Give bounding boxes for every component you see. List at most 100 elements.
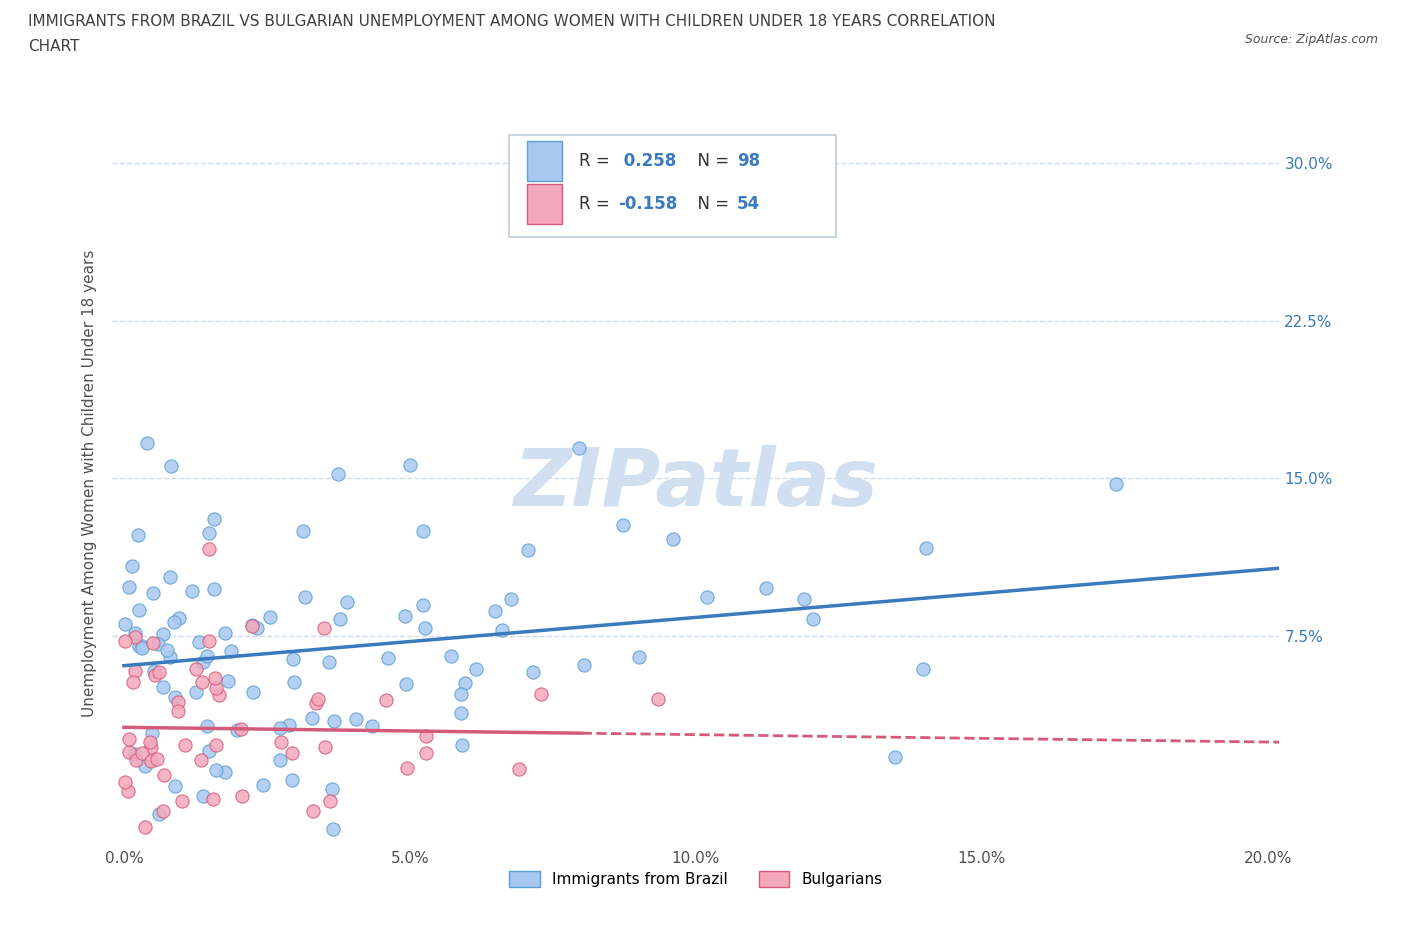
Point [121, 559, 143, 574]
Point [152, 804, 174, 818]
Point [568, 441, 591, 456]
Point [124, 626, 146, 641]
Point [647, 692, 669, 707]
Point [190, 753, 212, 768]
Point [454, 676, 477, 691]
Point [117, 784, 139, 799]
Point [136, 436, 159, 451]
Text: CHART: CHART [28, 39, 80, 54]
Point [167, 695, 190, 710]
Point [163, 689, 186, 704]
Point [173, 738, 195, 753]
Point [142, 664, 165, 679]
Point [114, 775, 136, 790]
Point [217, 673, 239, 688]
Point [793, 591, 815, 606]
Point [305, 695, 328, 710]
Point [198, 525, 221, 540]
Point [170, 793, 193, 808]
Point [152, 627, 174, 642]
Point [118, 579, 141, 594]
Point [139, 734, 162, 749]
Point [516, 542, 538, 557]
Point [415, 746, 437, 761]
Point [205, 737, 228, 752]
Point [413, 620, 436, 635]
Point [291, 524, 314, 538]
Point [484, 604, 506, 618]
Point [628, 650, 651, 665]
Point [440, 648, 463, 663]
Point [377, 651, 399, 666]
Point [229, 722, 252, 737]
Point [242, 684, 264, 699]
Point [191, 655, 214, 670]
Point [195, 649, 218, 664]
Point [148, 664, 170, 679]
Point [312, 621, 335, 636]
Point [412, 597, 434, 612]
Point [394, 608, 416, 623]
Point [198, 634, 221, 649]
Point [198, 542, 221, 557]
Point [187, 849, 209, 864]
Point [283, 674, 305, 689]
Point [124, 663, 146, 678]
Point [395, 761, 418, 776]
Point [464, 661, 486, 676]
Point [141, 754, 163, 769]
Point [491, 622, 513, 637]
Point [297, 849, 319, 864]
Point [240, 618, 263, 633]
Point [914, 540, 936, 555]
Point [344, 712, 367, 727]
Point [612, 518, 634, 533]
Point [214, 764, 236, 779]
Point [314, 739, 336, 754]
Legend: Immigrants from Brazil, Bulgarians: Immigrants from Brazil, Bulgarians [503, 865, 889, 893]
Point [124, 752, 146, 767]
Text: N =: N = [686, 195, 734, 213]
Point [131, 745, 153, 760]
Point [225, 723, 247, 737]
Point [395, 677, 418, 692]
Point [450, 686, 472, 701]
Point [159, 650, 181, 665]
Point [202, 791, 225, 806]
Point [156, 643, 179, 658]
Point [152, 680, 174, 695]
Point [281, 746, 304, 761]
Point [134, 820, 156, 835]
Point [146, 751, 169, 766]
Point [134, 759, 156, 774]
Point [141, 726, 163, 741]
Point [159, 570, 181, 585]
Point [450, 706, 472, 721]
Point [319, 793, 342, 808]
Point [318, 655, 340, 670]
Text: Source: ZipAtlas.com: Source: ZipAtlas.com [1244, 33, 1378, 46]
Point [131, 638, 153, 653]
Text: ZIPatlas: ZIPatlas [513, 445, 879, 523]
Point [322, 821, 344, 836]
Point [202, 581, 225, 596]
Point [148, 807, 170, 822]
Point [214, 625, 236, 640]
Text: 0.258: 0.258 [617, 152, 676, 170]
Text: N =: N = [686, 152, 734, 170]
Point [167, 704, 190, 719]
Point [184, 661, 207, 676]
Point [361, 718, 384, 733]
Point [139, 739, 162, 754]
Point [281, 773, 304, 788]
Point [269, 752, 291, 767]
Point [451, 737, 474, 752]
Point [662, 531, 685, 546]
Point [307, 692, 329, 707]
Point [412, 524, 434, 538]
Point [205, 763, 228, 777]
Point [522, 665, 544, 680]
Point [153, 768, 176, 783]
Text: 54: 54 [737, 195, 759, 213]
Point [142, 636, 165, 651]
